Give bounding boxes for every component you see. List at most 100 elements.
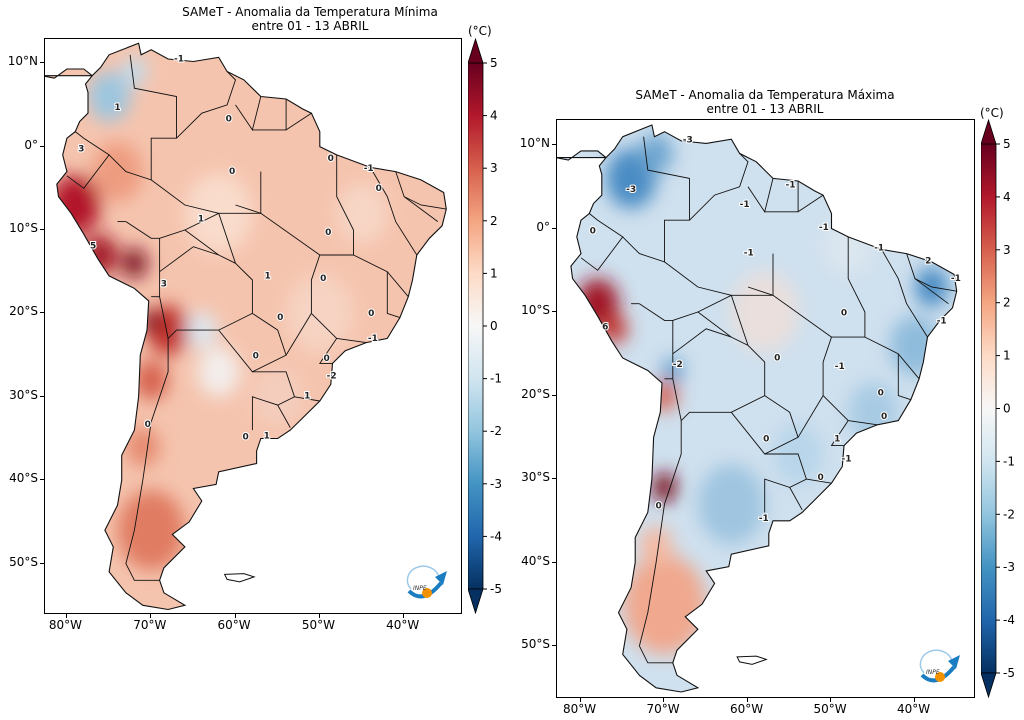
colorbar-tick-label: -3 xyxy=(1003,560,1015,574)
contour-label: 0 xyxy=(368,309,374,319)
anomaly-field xyxy=(45,43,447,610)
title-line-2: entre 01 - 13 ABRIL xyxy=(251,19,369,33)
tick-mark xyxy=(40,562,44,564)
country-border xyxy=(176,71,237,139)
contour-label: 0 xyxy=(325,228,331,238)
colorbar-min: 5 4 3 2 1 0 -1 -2 -3 -4 -5 xyxy=(468,38,502,614)
country-border xyxy=(638,420,682,664)
lon-tick-label: 80°W xyxy=(562,702,597,716)
tick-mark xyxy=(552,561,556,563)
inpe-logo: INPE xyxy=(406,565,447,599)
tick-mark xyxy=(579,698,581,702)
country-border xyxy=(639,303,766,396)
colorbar-tick-label: 3 xyxy=(490,161,498,175)
contour-label: 3 xyxy=(161,280,167,290)
country-border xyxy=(864,336,920,380)
tick-mark xyxy=(65,614,67,618)
title-line-1: SAMeT - Anomalia da Temperatura Mínima xyxy=(182,5,438,19)
title-line-1: SAMeT - Anomalia da Temperatura Máxima xyxy=(635,88,895,102)
contour-label: 3 xyxy=(78,145,84,155)
lon-tick-label: 40°W xyxy=(896,702,931,716)
contour-label: 0 xyxy=(841,308,847,318)
colorbar-tick-label: -3 xyxy=(490,477,502,491)
tick-mark xyxy=(40,145,44,147)
anomaly-patch xyxy=(125,426,160,467)
contour-label: 0 xyxy=(590,227,596,237)
tick-mark xyxy=(40,479,44,481)
country-border xyxy=(672,328,732,355)
country-border xyxy=(797,395,824,438)
tick-mark xyxy=(552,227,556,229)
contour-label: 0 xyxy=(878,389,884,399)
lon-tick-label: 50°W xyxy=(301,618,335,632)
colorbar-tick-label: -5 xyxy=(490,582,502,596)
anomaly-patch xyxy=(622,554,707,655)
country-border xyxy=(218,213,236,264)
lat-tick-label: 20°S xyxy=(9,304,38,319)
country-border xyxy=(914,278,949,305)
anomaly-patch xyxy=(731,271,799,353)
anomaly-patch xyxy=(889,315,941,376)
country-border xyxy=(277,404,291,428)
country-border xyxy=(386,271,401,319)
lon-tick-label: 70°W xyxy=(133,618,167,632)
lat-tick-label: 40°S xyxy=(521,553,550,568)
tick-mark xyxy=(552,478,556,480)
anomaly-patch xyxy=(197,346,240,397)
tick-mark xyxy=(234,614,236,618)
tick-mark xyxy=(150,614,152,618)
country-border xyxy=(764,181,799,213)
country-border xyxy=(184,171,262,231)
contour-label: -1 xyxy=(174,55,184,65)
colorbar-max: 5 4 3 2 1 0 -1 -2 -3 -4 -5 xyxy=(981,119,1015,698)
country-border xyxy=(370,167,418,256)
country-border xyxy=(125,221,253,314)
contour-label: 0 xyxy=(320,274,326,284)
colorbar-unit: (°C) xyxy=(980,106,1004,120)
tick-mark xyxy=(552,144,556,146)
colorbar-tick-label: 0 xyxy=(490,319,498,333)
tick-mark xyxy=(552,311,556,313)
falkland-islands xyxy=(223,573,256,583)
lat-tick-label: 50°S xyxy=(9,554,38,569)
contour-label: 0 xyxy=(229,167,235,177)
contour-label: -1 xyxy=(842,455,852,465)
tick-mark xyxy=(663,698,665,702)
lat-tick-label: 10°N xyxy=(519,136,550,151)
colorbar-tick-label: 4 xyxy=(1003,190,1011,204)
colorbar-extend-min xyxy=(981,672,997,698)
colorbar-tick-label: -2 xyxy=(1003,507,1015,521)
map-axes-max: -3 -3 0 -1 -1 -1 -1 2 -1 -1 6 0 -1 -2 0 -1 0 0 1 -1 0 0 -1 0 INP… xyxy=(556,119,975,698)
country-border xyxy=(789,487,803,511)
country-border xyxy=(66,131,110,189)
country-border xyxy=(285,313,312,356)
country-border xyxy=(403,196,439,222)
contour-label: 6 xyxy=(602,323,608,333)
colorbar-tick-label: 1 xyxy=(1003,349,1011,363)
contour-label: 1 xyxy=(198,215,204,225)
country-border xyxy=(125,338,169,581)
contour-label: 1 xyxy=(114,103,120,113)
lat-tick-label: 10°S xyxy=(9,220,38,235)
colorbar-tick-label: -4 xyxy=(1003,613,1015,627)
colorbar-tick-label: 1 xyxy=(490,266,498,280)
contour-label: -1 xyxy=(759,514,769,524)
lat-tick-label: 30°S xyxy=(9,387,38,402)
contour-label: -3 xyxy=(683,136,693,146)
country-border xyxy=(159,238,287,373)
lon-tick-label: 60°W xyxy=(217,618,251,632)
anomaly-patch xyxy=(639,525,673,566)
country-border xyxy=(672,320,799,455)
contour-label: 0 xyxy=(328,154,334,164)
contour-label: 0 xyxy=(242,432,248,442)
map-canvas: -3-30-1-1-1-12-1-160-1-20-100 1-100-10INP… xyxy=(557,124,962,693)
tick-mark xyxy=(40,62,44,64)
colorbar-bar xyxy=(981,143,997,674)
lat-tick-label: 0° xyxy=(536,219,550,234)
colorbar-unit: (°C) xyxy=(468,24,492,38)
country-border xyxy=(622,136,690,263)
map-title-max: SAMeT - Anomalia da Temperatura Máxima e… xyxy=(555,88,975,116)
contour-label: -2 xyxy=(327,371,337,381)
contour-label: -1 xyxy=(368,334,378,344)
